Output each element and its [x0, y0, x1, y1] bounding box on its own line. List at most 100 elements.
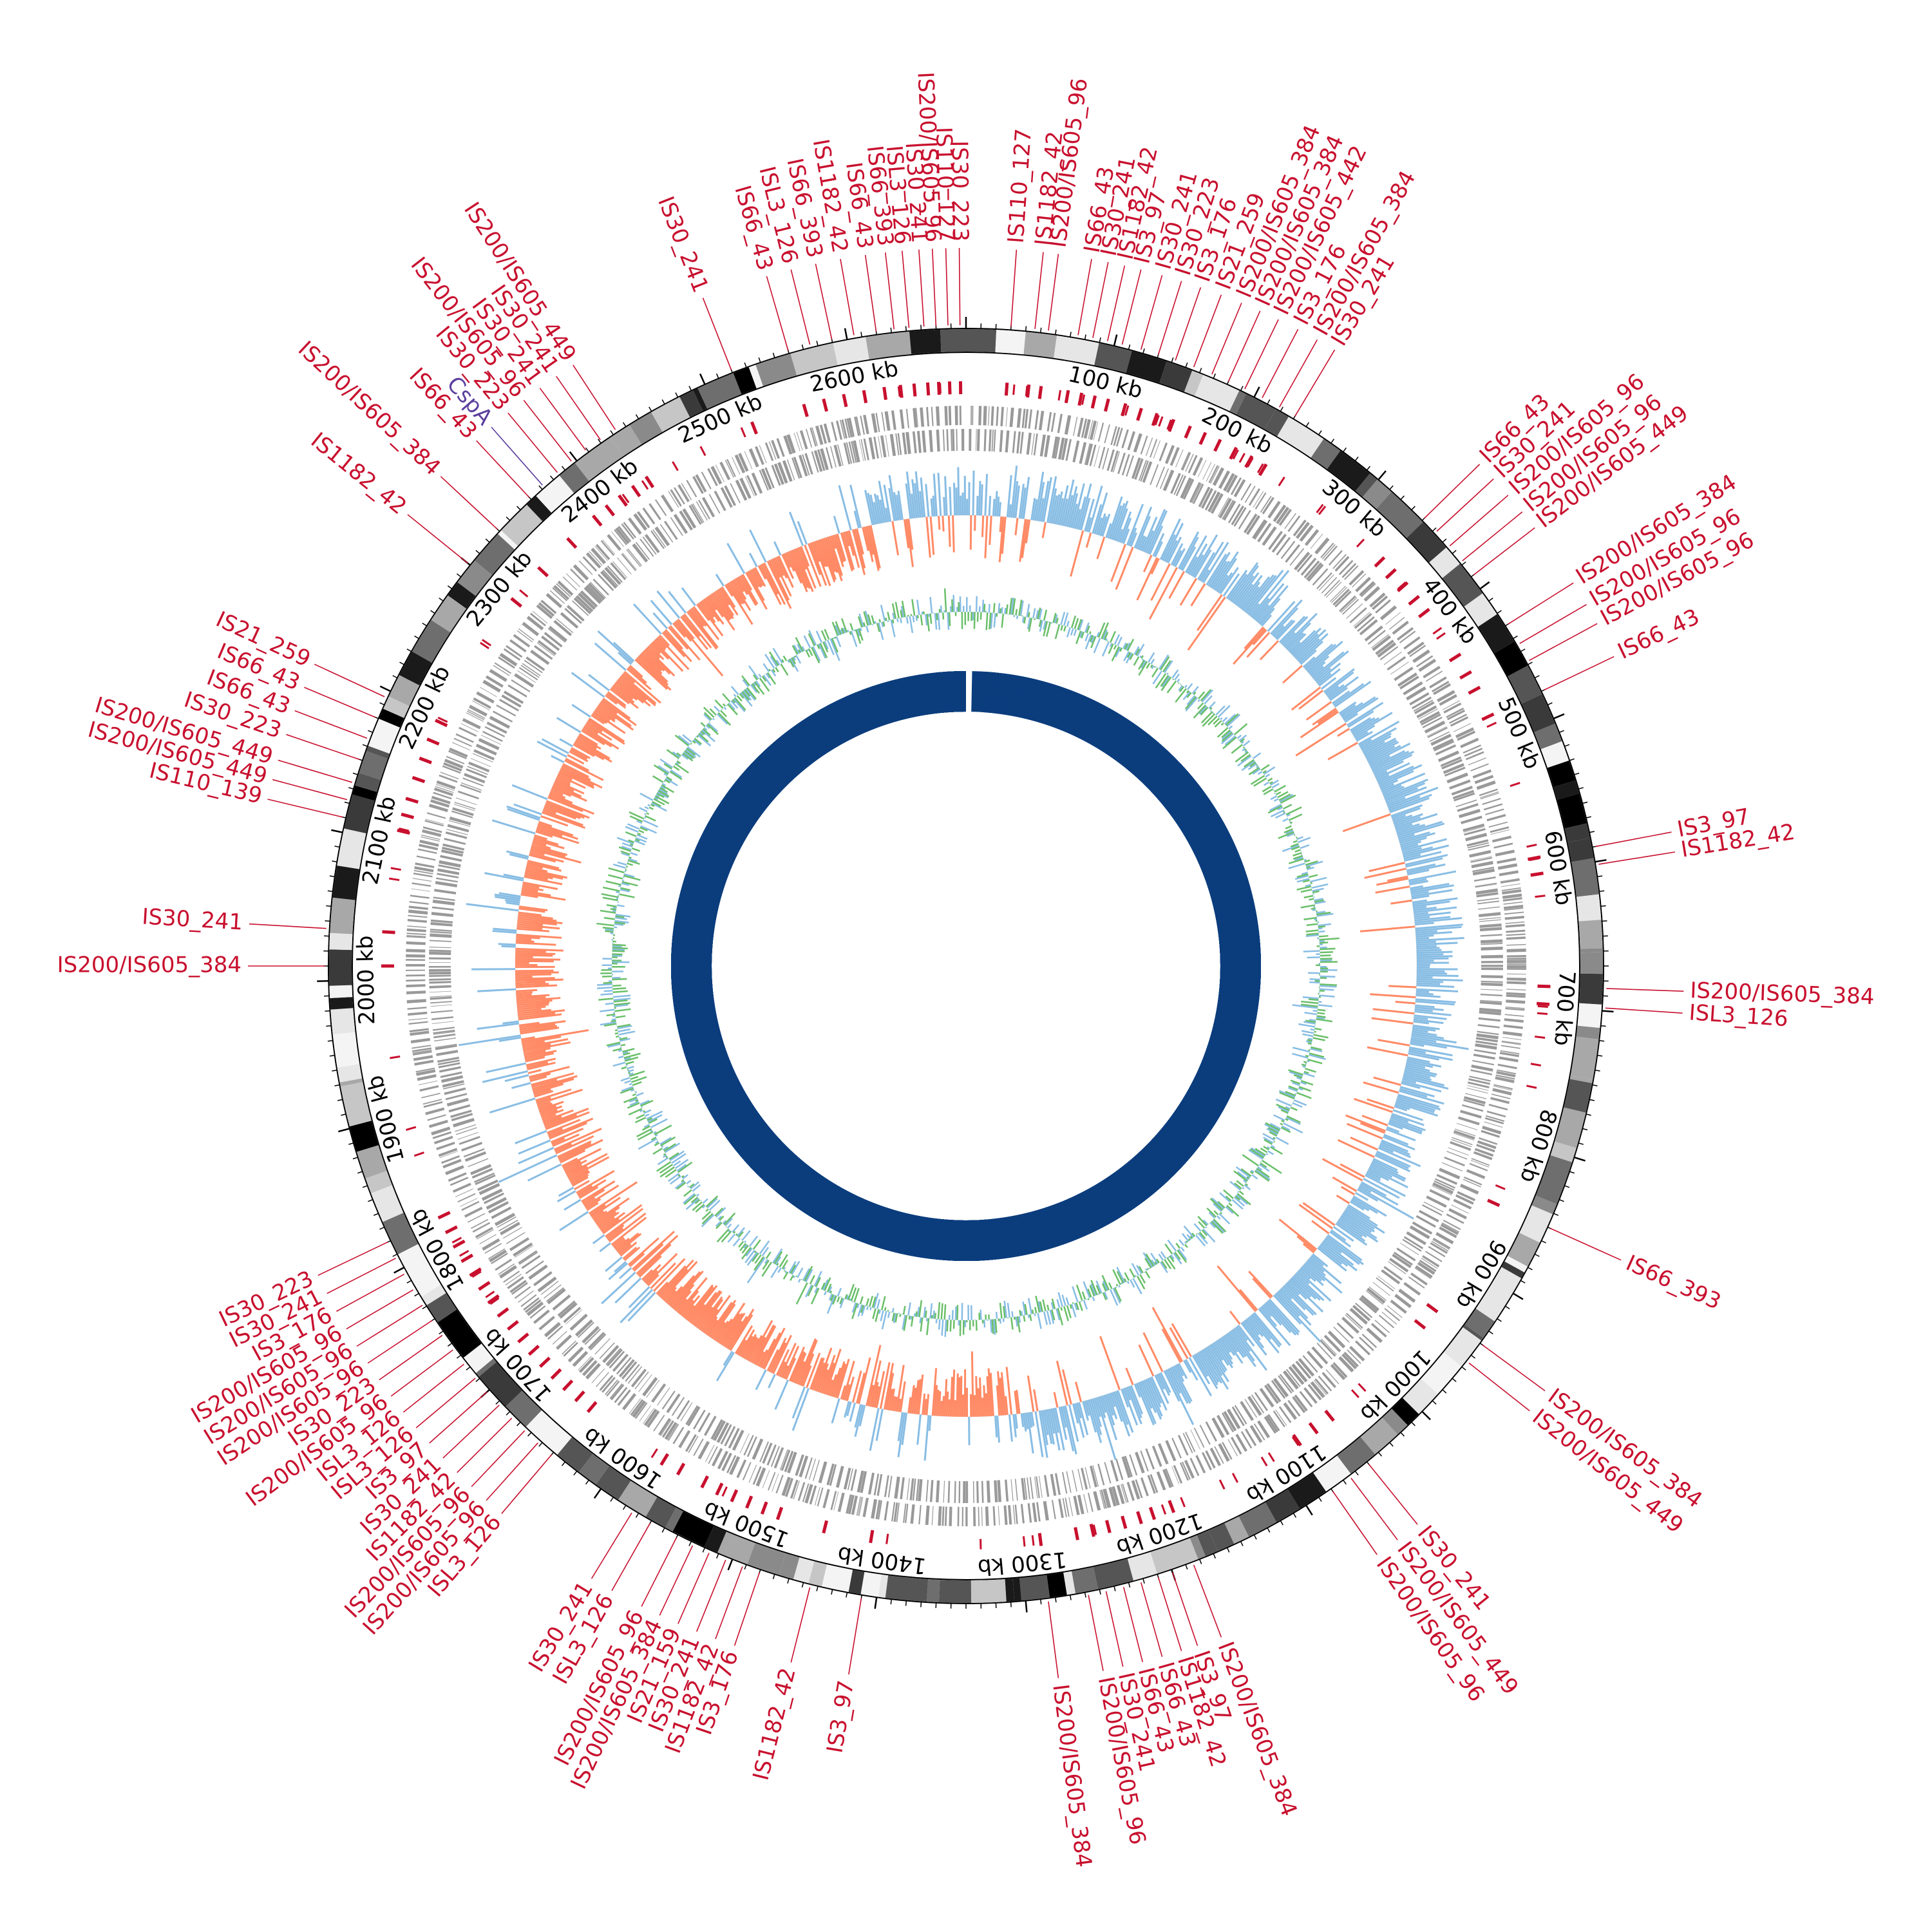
cds-feature	[1470, 763, 1489, 772]
cds-feature	[496, 705, 516, 717]
cds-feature	[1321, 1372, 1336, 1388]
cds-feature	[616, 557, 632, 575]
is-element-label-leader	[1211, 303, 1242, 375]
is-element-mark	[1154, 415, 1160, 426]
is-element-mark	[715, 1482, 724, 1496]
cds-feature	[1467, 842, 1489, 849]
cds-feature	[692, 476, 704, 494]
cds-feature	[1481, 967, 1503, 971]
cds-feature	[1446, 772, 1468, 784]
cds-feature	[1338, 1356, 1354, 1373]
cds-feature	[1113, 451, 1120, 473]
cds-feature	[1233, 507, 1247, 527]
cds-feature	[1262, 526, 1277, 546]
cds-feature	[507, 684, 527, 697]
cds-feature	[1399, 676, 1419, 690]
cds-feature	[1504, 1018, 1524, 1023]
cds-feature	[1484, 1121, 1503, 1128]
cds-feature	[1485, 1115, 1505, 1122]
scale-tick	[1099, 337, 1101, 343]
is-element-track	[381, 381, 1551, 1549]
cds-feature	[413, 1055, 433, 1061]
cds-feature	[1217, 1415, 1230, 1435]
karyotype-band	[559, 463, 589, 493]
cds-feature	[822, 1489, 830, 1509]
cds-feature	[1496, 1071, 1516, 1077]
cds-feature	[1478, 1137, 1498, 1145]
is-element-mark	[1535, 1036, 1546, 1039]
cds-feature	[547, 1288, 566, 1305]
cds-feature	[1505, 1007, 1525, 1011]
is-element-label-leader	[1092, 261, 1109, 338]
is-element-mark	[882, 386, 887, 401]
cds-feature	[739, 1433, 750, 1454]
cds-feature	[661, 494, 674, 513]
is-element-label-leader	[556, 375, 601, 440]
cds-feature	[1451, 786, 1473, 796]
cds-feature	[1363, 586, 1381, 602]
cds-feature	[817, 449, 826, 471]
cds-feature	[1115, 1458, 1124, 1481]
cds-feature	[1033, 433, 1038, 456]
cds-feature	[536, 604, 553, 620]
scale-tick	[1084, 1592, 1086, 1598]
is-element-label-leader	[1278, 339, 1318, 408]
cds-feature	[786, 434, 796, 454]
cds-feature	[444, 838, 466, 845]
cds-feature	[1316, 572, 1332, 590]
scale-tick	[1099, 1589, 1101, 1595]
cds-feature	[681, 483, 692, 500]
is-element-mark	[672, 461, 679, 471]
cds-feature	[1459, 1184, 1479, 1195]
cds-feature	[775, 1475, 784, 1494]
cds-feature	[514, 1286, 531, 1299]
cds-feature	[1321, 577, 1338, 594]
karyotype-band	[672, 1511, 714, 1547]
is-element-label-leader	[1193, 294, 1222, 368]
karyotype-band	[1580, 952, 1603, 974]
cds-feature	[1077, 1468, 1083, 1491]
is-element-mark	[659, 1453, 670, 1466]
cds-feature	[1354, 612, 1372, 629]
is-element-mark	[1529, 857, 1540, 862]
cds-feature	[795, 1454, 804, 1476]
cds-feature	[1371, 634, 1389, 649]
cds-feature	[667, 1423, 678, 1441]
is-element-mark	[444, 1225, 458, 1235]
cds-feature	[503, 648, 521, 661]
cds-feature	[489, 715, 511, 729]
cds-feature	[1101, 1489, 1107, 1509]
karyotype-band	[822, 1564, 853, 1593]
cds-feature	[634, 1371, 649, 1390]
cds-feature	[739, 477, 752, 499]
scale-tick	[1452, 549, 1457, 554]
cds-feature	[860, 439, 866, 461]
cds-feature	[906, 1478, 910, 1501]
cds-feature	[1484, 1117, 1504, 1124]
cds-feature	[1471, 1158, 1490, 1166]
cds-feature	[688, 505, 702, 525]
scale-tick	[1389, 1442, 1394, 1447]
karyotype-band	[332, 1032, 360, 1068]
is-element-label-leader	[1140, 275, 1163, 350]
cds-feature	[1221, 1412, 1234, 1433]
is-element-label-leader	[1519, 604, 1587, 644]
cds-feature	[475, 1174, 496, 1186]
cds-feature	[633, 513, 648, 531]
cds-feature	[500, 1222, 520, 1236]
karyotype-band	[833, 337, 869, 366]
cds-feature	[1500, 878, 1520, 882]
cds-feature	[755, 1467, 766, 1487]
cds-feature	[1031, 433, 1035, 455]
is-element-label-leader	[1606, 988, 1684, 992]
cds-feature	[498, 1219, 518, 1232]
cds-feature	[1477, 897, 1499, 902]
scale-tick	[1600, 1025, 1606, 1027]
cds-feature	[1073, 1495, 1080, 1515]
cds-feature	[499, 1265, 517, 1279]
cds-feature	[1469, 1162, 1488, 1171]
scale-tick	[1520, 1280, 1526, 1283]
is-element-mark	[1104, 1520, 1112, 1533]
cds-feature	[1113, 426, 1121, 446]
cds-feature	[1212, 467, 1225, 486]
